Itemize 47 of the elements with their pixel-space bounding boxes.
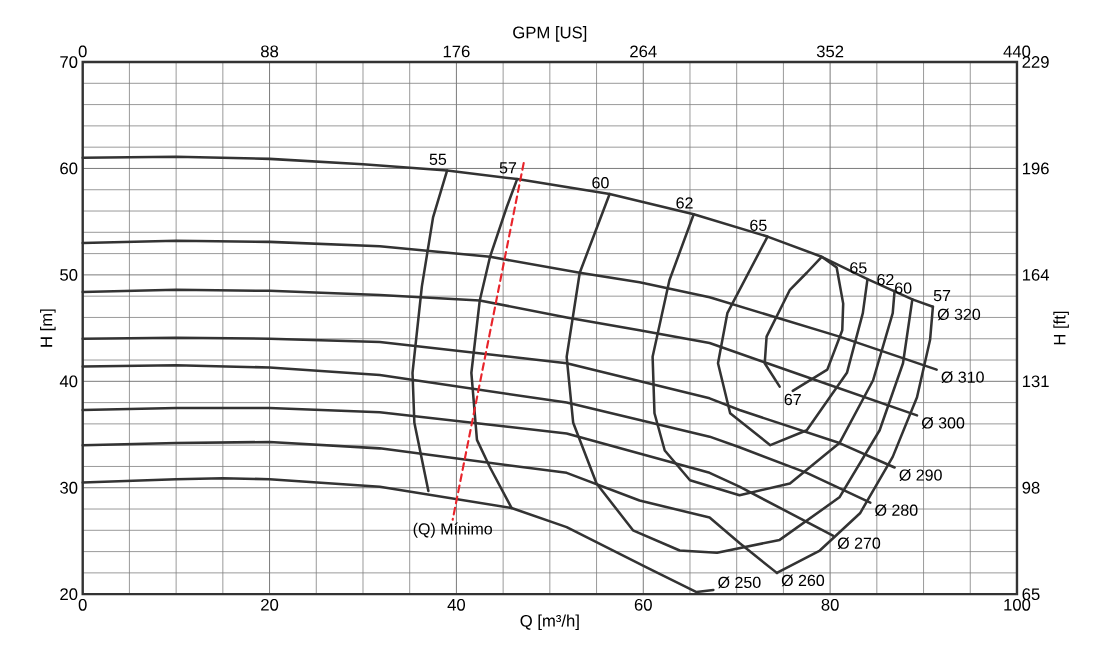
y2-tick-label: 229 <box>1022 56 1049 68</box>
series-label: Ø 320 <box>937 308 981 321</box>
series-label: 62 <box>676 197 693 209</box>
annotation: 62 <box>877 273 894 286</box>
y2-tick-label: 164 <box>1022 268 1050 281</box>
y-tick-label: 30 <box>60 481 78 494</box>
y-tick-label: 70 <box>60 56 78 68</box>
y-tick-label: 40 <box>59 375 78 388</box>
series-label: Ø 250 <box>718 576 761 589</box>
series-label: 57 <box>499 162 517 174</box>
x2-tick-label: 440 <box>1003 45 1031 58</box>
x-axis-title: Q [m³/h] <box>520 614 579 630</box>
y2-tick-label: 131 <box>1022 375 1049 388</box>
y2-axis-title: H [ft] <box>1053 311 1069 345</box>
x-tick-label: 80 <box>821 598 839 611</box>
x-tick-label: 20 <box>261 598 279 611</box>
series-label: Ø 270 <box>837 537 881 550</box>
annotation: 60 <box>895 282 912 294</box>
x-tick-label: 100 <box>1004 598 1031 611</box>
y2-tick-label: 98 <box>1022 481 1040 494</box>
y2-tick-label: 65 <box>1022 588 1040 600</box>
x-tick-label: 60 <box>634 598 652 611</box>
y-tick-label: 50 <box>60 268 78 281</box>
series-label: 57 <box>933 289 951 302</box>
x2-axis-title: GPM [US] <box>513 26 587 42</box>
series-label: 67 <box>784 393 801 406</box>
y-axis-title: H [m] <box>40 309 56 347</box>
series-label: 65 <box>750 219 767 231</box>
series-label: Ø 290 <box>899 469 942 481</box>
series-label: 60 <box>592 176 609 189</box>
x2-tick-label: 352 <box>816 45 844 58</box>
x2-tick-label: 176 <box>443 45 470 58</box>
series-label: Ø 300 <box>921 416 965 429</box>
series-label: 55 <box>429 153 447 165</box>
x2-tick-label: 88 <box>261 45 279 58</box>
series-label: Ø 310 <box>941 371 984 383</box>
series-label: Ø 280 <box>875 504 918 517</box>
series-label: Ø 260 <box>781 574 825 587</box>
y-tick-label: 60 <box>60 162 78 175</box>
x2-tick-label: 264 <box>630 45 657 58</box>
series-label: (Q) Mínimo <box>413 522 492 538</box>
x-tick-label: 0 <box>78 598 87 611</box>
x-tick-label: 40 <box>447 598 466 611</box>
x2-tick-label: 0 <box>78 45 87 58</box>
y2-tick-label: 196 <box>1022 162 1049 175</box>
y-tick-label: 20 <box>60 588 78 600</box>
annotation: 65 <box>850 262 867 274</box>
